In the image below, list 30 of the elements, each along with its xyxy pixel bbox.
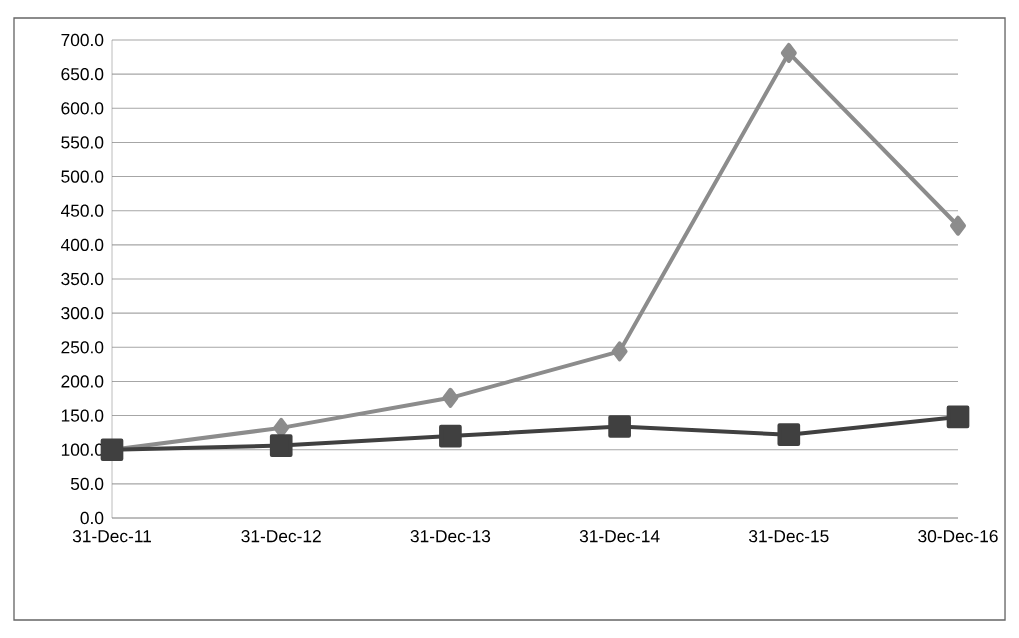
x-tick-label: 31-Dec-11 bbox=[72, 530, 151, 543]
x-tick-label: 31-Dec-12 bbox=[241, 530, 321, 543]
point bbox=[780, 42, 797, 63]
x-tick-label: 31-Dec-14 bbox=[579, 530, 660, 543]
y-tick-label: 250.0 bbox=[61, 341, 104, 354]
point bbox=[777, 423, 801, 447]
y-tick-label: 550.0 bbox=[61, 136, 104, 149]
y-tick-label: 600.0 bbox=[61, 102, 104, 115]
point bbox=[269, 434, 293, 457]
x-tick-label: 31-Dec-15 bbox=[749, 530, 829, 543]
y-tick-label: 500.0 bbox=[61, 170, 104, 183]
y-tick-label: 450.0 bbox=[60, 204, 104, 217]
point bbox=[100, 438, 124, 462]
y-tick-label: 350.0 bbox=[61, 272, 104, 286]
point bbox=[439, 424, 462, 448]
point bbox=[946, 405, 970, 429]
point bbox=[950, 215, 967, 236]
y-tick-label: 150.0 bbox=[61, 409, 104, 422]
y-tick-label: 0.0 bbox=[80, 511, 104, 525]
point bbox=[611, 341, 628, 362]
y-tick-label: 200.0 bbox=[61, 375, 104, 388]
y-tick-label: 700.0 bbox=[61, 33, 104, 47]
x-tick-label: 31-Dec-13 bbox=[410, 530, 491, 543]
y-tick-label: 400.0 bbox=[60, 238, 104, 251]
x-tick-label: 30-Dec-16 bbox=[918, 530, 998, 543]
point bbox=[442, 387, 459, 408]
point bbox=[608, 415, 631, 438]
y-tick-label: 50.0 bbox=[70, 477, 104, 490]
y-tick-label: 650.0 bbox=[61, 68, 104, 81]
y-tick-label: 300.0 bbox=[61, 307, 104, 320]
